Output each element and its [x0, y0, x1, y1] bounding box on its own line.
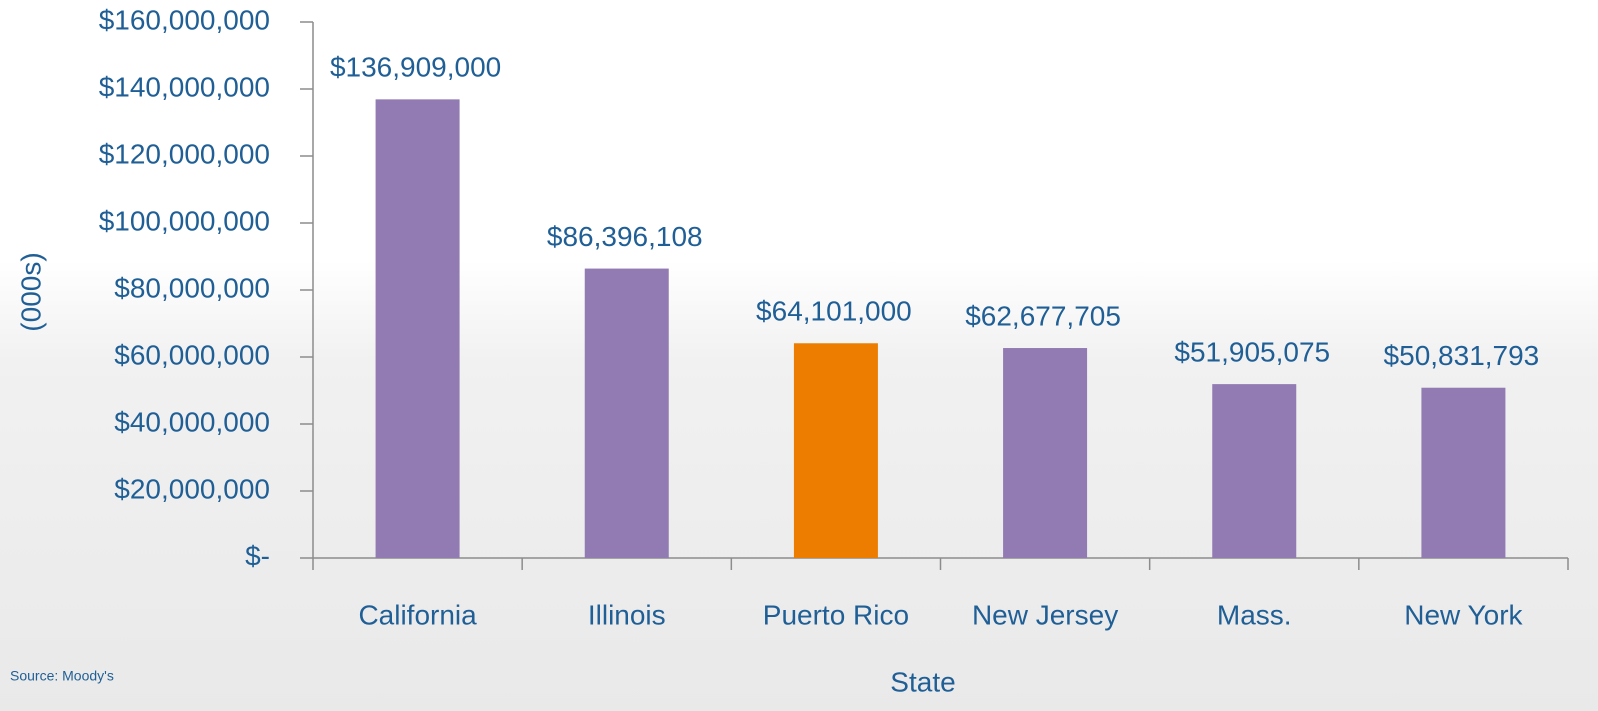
y-tick-label: $-: [245, 540, 270, 571]
bar: [375, 99, 460, 558]
value-label: $51,905,075: [1174, 337, 1330, 368]
y-tick-label: $40,000,000: [114, 406, 270, 437]
source-note: Source: Moody's: [10, 668, 114, 684]
value-label: $64,101,000: [756, 296, 912, 327]
x-tick-label: New York: [1404, 599, 1523, 630]
value-label: $62,677,705: [965, 300, 1121, 331]
bar: [1212, 384, 1297, 558]
y-tick-label: $20,000,000: [114, 473, 270, 504]
x-tick-label: Puerto Rico: [763, 599, 909, 630]
x-tick-label: Mass.: [1217, 599, 1292, 630]
y-tick-label: $60,000,000: [114, 339, 270, 370]
bar: [793, 343, 878, 558]
y-tick-label: $160,000,000: [99, 4, 270, 35]
x-tick-label: Illinois: [588, 599, 666, 630]
x-tick-label: California: [358, 599, 477, 630]
y-tick-label: $120,000,000: [99, 138, 270, 169]
value-label: $86,396,108: [547, 221, 703, 252]
value-label: $50,831,793: [1384, 340, 1540, 371]
y-tick-label: $80,000,000: [114, 272, 270, 303]
bar: [584, 268, 669, 558]
bar: [1421, 387, 1506, 558]
x-axis-label: State: [890, 666, 955, 697]
y-axis-label: (000s): [15, 252, 46, 331]
bar: [1003, 348, 1088, 558]
y-tick-label: $100,000,000: [99, 205, 270, 236]
y-tick-label: $140,000,000: [99, 71, 270, 102]
x-tick-label: New Jersey: [972, 599, 1118, 630]
value-label: $136,909,000: [330, 52, 501, 83]
